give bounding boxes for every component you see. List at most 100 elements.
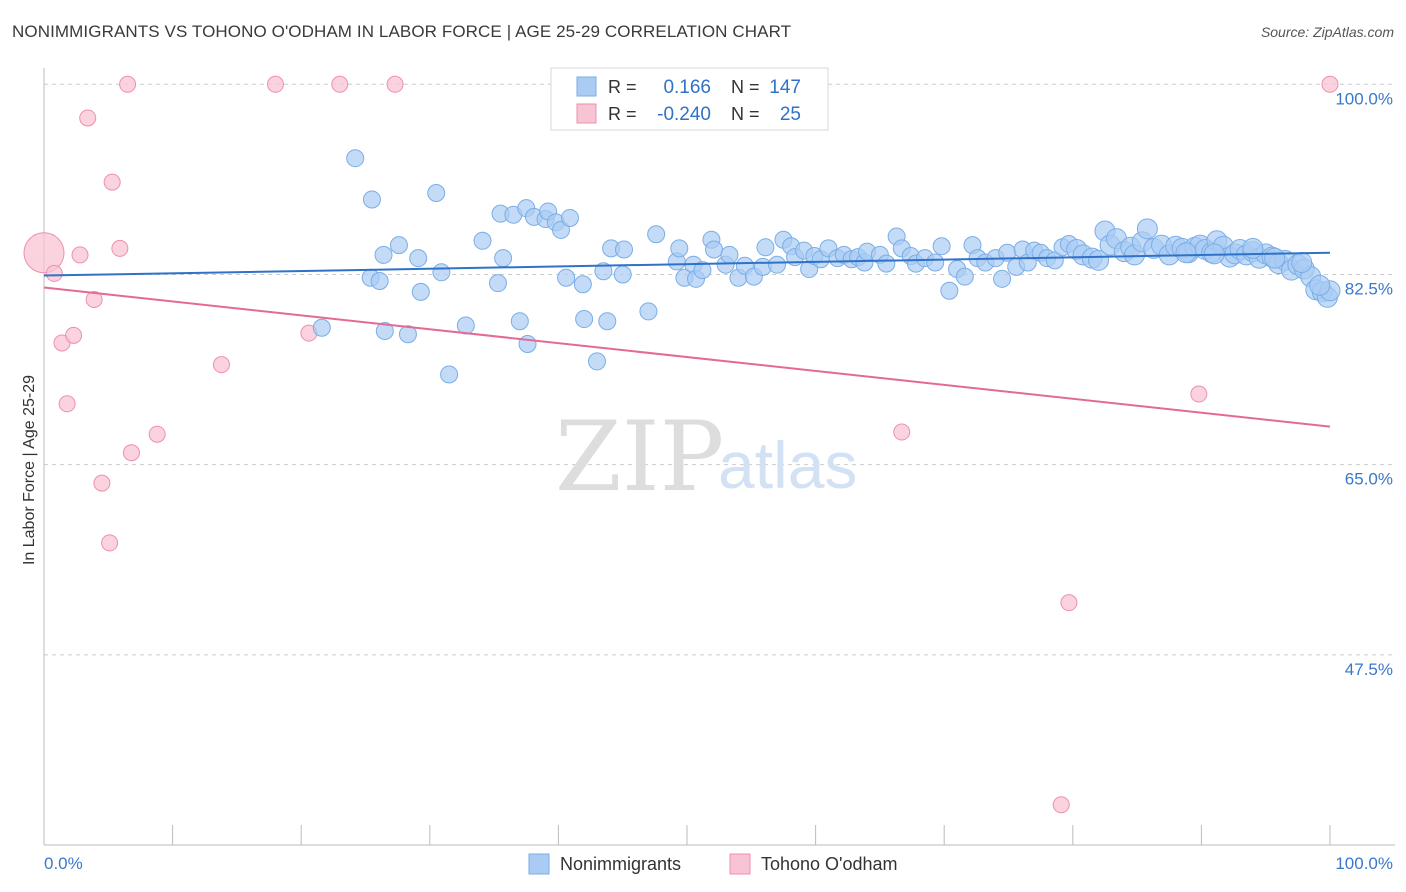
grid-lines bbox=[44, 83, 1395, 656]
legend-r-value-2: -0.240 bbox=[657, 104, 711, 125]
legend-frame bbox=[550, 67, 829, 131]
nonimmigrants-point bbox=[1175, 242, 1197, 264]
trend-lines bbox=[43, 251, 1331, 428]
nonimmigrants-point bbox=[720, 245, 739, 264]
tohono-point bbox=[65, 326, 83, 344]
series-nonimmigrants-points bbox=[312, 149, 1341, 384]
nonimmigrants-point bbox=[398, 325, 417, 344]
tohono-point bbox=[101, 534, 119, 552]
legend-box: R = 0.166 N = 147 R = -0.240 N = 25 bbox=[550, 67, 829, 131]
nonimmigrants-point bbox=[551, 220, 570, 239]
tohono-point bbox=[266, 75, 284, 93]
nonimmigrants-point bbox=[573, 275, 592, 294]
legend-pink-swatch bbox=[576, 103, 597, 124]
nonimmigrants-point bbox=[598, 312, 617, 331]
bottom-legend: Nonimmigrants Tohono O'odham bbox=[528, 853, 898, 875]
tohono-point bbox=[1060, 594, 1078, 612]
legend-n-value-1: 147 bbox=[769, 77, 801, 98]
nonimmigrants-point bbox=[312, 318, 331, 337]
tohono-point bbox=[1321, 75, 1339, 93]
tohono-point bbox=[85, 290, 103, 308]
nonimmigrants-point bbox=[510, 312, 529, 331]
tohono-point bbox=[58, 395, 76, 413]
bottom-legend-tohono: Tohono O'odham bbox=[761, 854, 898, 874]
tohono-point bbox=[71, 246, 89, 264]
nonimmigrants-point bbox=[693, 261, 712, 280]
watermark-atlas: atlas bbox=[718, 428, 857, 502]
legend-n-label-2: N = bbox=[731, 104, 760, 124]
axes bbox=[43, 68, 1395, 846]
nonimmigrants-point bbox=[594, 262, 613, 281]
tohono-point bbox=[212, 356, 230, 374]
bottom-legend-blue-swatch bbox=[528, 853, 550, 875]
nonimmigrants-point bbox=[705, 240, 724, 259]
nonimmigrants-point bbox=[494, 249, 513, 268]
nonimmigrants-point bbox=[374, 245, 393, 264]
nonimmigrants-point bbox=[926, 253, 945, 272]
tohono-point bbox=[103, 173, 121, 191]
legend-n-label-1: N = bbox=[731, 77, 760, 97]
tohono-point bbox=[45, 264, 63, 282]
nonimmigrants-point bbox=[639, 302, 658, 321]
nonimmigrants-point bbox=[1242, 237, 1264, 259]
legend-r-value-1: 0.166 bbox=[663, 77, 711, 98]
nonimmigrants-point bbox=[375, 321, 394, 340]
nonimmigrants-point bbox=[756, 238, 775, 257]
nonimmigrants-point bbox=[670, 239, 689, 258]
nonimmigrants-point bbox=[473, 231, 492, 250]
nonimmigrants-point bbox=[389, 236, 408, 255]
nonimmigrants-point bbox=[518, 335, 537, 354]
nonimmigrants-point bbox=[362, 190, 381, 209]
nonimmigrants-point bbox=[411, 282, 430, 301]
nonimmigrants-point bbox=[346, 149, 365, 168]
trend-line-tohono bbox=[43, 286, 1331, 428]
tohono-point bbox=[111, 239, 129, 257]
trend-line-nonimmigrants bbox=[43, 251, 1331, 277]
nonimmigrants-point bbox=[1309, 274, 1331, 296]
watermark: ZIP atlas bbox=[555, 401, 857, 513]
y-tick-label: 100.0% bbox=[1335, 89, 1393, 108]
tohono-point bbox=[148, 425, 166, 443]
bottom-legend-pink-swatch bbox=[729, 853, 751, 875]
nonimmigrants-point bbox=[877, 254, 896, 273]
nonimmigrants-point bbox=[1088, 249, 1110, 271]
tohono-point bbox=[122, 444, 140, 462]
chart-title: NONIMMIGRANTS VS TOHONO O'ODHAM IN LABOR… bbox=[12, 22, 792, 41]
legend-n-value-2: 25 bbox=[780, 104, 801, 125]
tohono-point bbox=[1190, 385, 1208, 403]
nonimmigrants-point bbox=[488, 274, 507, 293]
nonimmigrants-point bbox=[557, 268, 576, 287]
nonimmigrants-point bbox=[409, 249, 428, 268]
x-tick-label: 0.0% bbox=[44, 854, 83, 873]
nonimmigrants-point bbox=[1291, 252, 1313, 274]
chart-source: Source: ZipAtlas.com bbox=[1260, 24, 1394, 40]
nonimmigrants-point bbox=[432, 263, 451, 282]
nonimmigrants-point bbox=[440, 365, 459, 384]
tohono-point bbox=[1052, 796, 1070, 814]
nonimmigrants-point bbox=[1264, 247, 1286, 269]
nonimmigrants-point bbox=[647, 225, 666, 244]
legend-blue-swatch bbox=[576, 76, 597, 97]
nonimmigrants-point bbox=[940, 281, 959, 300]
tohono-point bbox=[386, 75, 404, 93]
y-tick-label: 47.5% bbox=[1345, 660, 1393, 679]
nonimmigrants-point bbox=[370, 271, 389, 290]
nonimmigrants-point bbox=[560, 208, 579, 227]
nonimmigrants-point bbox=[613, 265, 632, 284]
nonimmigrants-point bbox=[768, 255, 787, 274]
y-tick-label: 65.0% bbox=[1345, 470, 1393, 489]
tick-labels: 100.0% 82.5% 65.0% 47.5% 0.0% 100.0% bbox=[44, 89, 1393, 873]
watermark-zip: ZIP bbox=[555, 401, 724, 513]
bottom-legend-nonimmigrants: Nonimmigrants bbox=[560, 854, 681, 874]
tohono-point bbox=[93, 474, 111, 492]
nonimmigrants-point bbox=[427, 183, 446, 202]
series-tohono-points bbox=[23, 75, 1339, 814]
y-tick-label: 82.5% bbox=[1345, 279, 1393, 298]
tohono-point bbox=[79, 109, 97, 127]
nonimmigrants-point bbox=[614, 240, 633, 259]
nonimmigrants-point bbox=[1136, 218, 1158, 240]
tohono-point bbox=[331, 75, 349, 93]
nonimmigrants-point bbox=[955, 267, 974, 286]
x-tick-label: 100.0% bbox=[1335, 854, 1393, 873]
